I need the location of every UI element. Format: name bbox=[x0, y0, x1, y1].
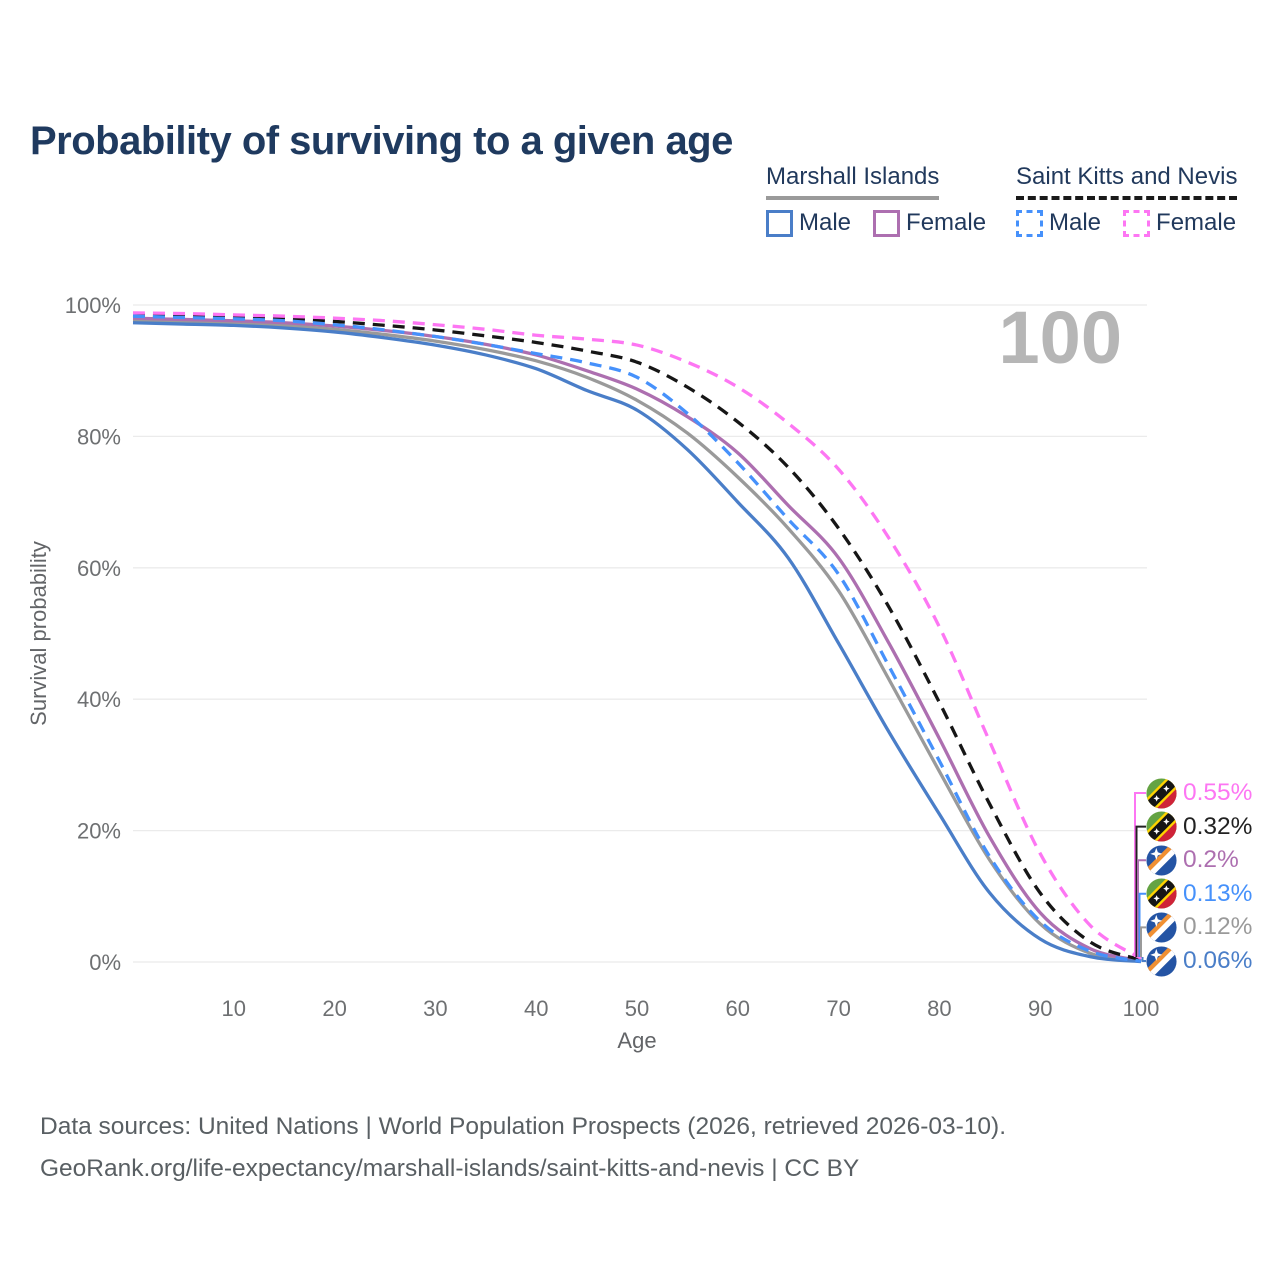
end-value: 0.12% bbox=[1183, 913, 1253, 941]
legend-group-marshall-islands: Marshall Islands Male Female bbox=[766, 163, 986, 237]
legend-label: Female bbox=[1156, 209, 1237, 236]
marshall-islands-flag-icon bbox=[1146, 912, 1177, 943]
x-tick-label: 60 bbox=[726, 996, 750, 1021]
x-tick-label: 100 bbox=[1123, 996, 1160, 1021]
end-value: 0.13% bbox=[1183, 879, 1253, 907]
data-sources-footer: Data sources: United Nations | World Pop… bbox=[40, 1106, 1006, 1190]
legend-group-saint-kitts-and-nevis: Saint Kitts and Nevis Male Female bbox=[1016, 163, 1238, 237]
legend-country-saint-kitts-and-nevis[interactable]: Saint Kitts and Nevis bbox=[1016, 163, 1238, 200]
marshall-islands-flag-icon bbox=[1146, 946, 1177, 977]
x-axis-title: Age bbox=[617, 1028, 656, 1053]
x-tick-label: 70 bbox=[826, 996, 850, 1021]
legend-label: Male bbox=[1049, 209, 1102, 236]
marshall-male-line-swatch bbox=[766, 209, 793, 237]
end-value: 0.55% bbox=[1183, 779, 1253, 806]
end-label-marshall-female: 0.2% bbox=[1146, 843, 1239, 877]
age-watermark: 100 bbox=[999, 296, 1122, 379]
attribution-line: GeoRank.org/life-expectancy/marshall-isl… bbox=[40, 1155, 860, 1182]
x-tick-label: 80 bbox=[927, 996, 951, 1021]
end-value: 0.06% bbox=[1183, 947, 1253, 974]
end-value: 0.32% bbox=[1183, 812, 1253, 840]
x-tick-label: 40 bbox=[524, 996, 548, 1021]
y-tick-label: 0% bbox=[89, 950, 121, 975]
end-label-skn-male: 0.13% bbox=[1146, 877, 1252, 911]
legend-item-marshall-female[interactable]: Female bbox=[873, 209, 986, 237]
x-tick-label: 50 bbox=[625, 996, 649, 1021]
end-label-connector bbox=[1137, 859, 1146, 957]
y-tick-label: 80% bbox=[77, 424, 121, 449]
legend-item-marshall-male[interactable]: Male bbox=[766, 209, 851, 237]
saint-kitts-and-nevis-flag-icon bbox=[1146, 778, 1177, 809]
end-label-skn-female: 0.55% bbox=[1146, 776, 1252, 810]
legend-item-skn-female[interactable]: Female bbox=[1123, 209, 1236, 237]
marshall-islands-flag-icon bbox=[1146, 845, 1177, 876]
curve-marshall-islands-male[interactable] bbox=[132, 321, 1142, 964]
x-tick-label: 20 bbox=[322, 996, 346, 1021]
y-tick-label: 20% bbox=[77, 819, 121, 844]
end-label-skn-average: 0.32% bbox=[1146, 810, 1252, 844]
legend-label: Male bbox=[799, 209, 852, 236]
y-tick-label: 100% bbox=[65, 293, 121, 318]
curve-marshall-islands-female[interactable] bbox=[132, 316, 1142, 963]
x-tick-label: 90 bbox=[1028, 996, 1052, 1021]
y-tick-label: 60% bbox=[77, 556, 121, 581]
curve-saint-kitts-and-nevis-average[interactable] bbox=[132, 313, 1142, 962]
end-label-connector bbox=[1135, 825, 1146, 957]
end-label-connector bbox=[1141, 957, 1146, 962]
curve-marshall-islands-average[interactable] bbox=[132, 318, 1142, 963]
marshall-female-line-swatch bbox=[873, 209, 901, 237]
y-axis-title: Survival probability bbox=[26, 541, 51, 726]
page-title: Probability of surviving to a given age bbox=[30, 118, 733, 163]
curve-saint-kitts-and-nevis-female[interactable] bbox=[132, 311, 1142, 960]
legend-label: Female bbox=[906, 209, 987, 236]
skn-male-line-swatch bbox=[1016, 209, 1043, 237]
legend-item-skn-male[interactable]: Male bbox=[1016, 209, 1101, 237]
end-value: 0.2% bbox=[1183, 846, 1239, 874]
saint-kitts-and-nevis-flag-icon bbox=[1146, 811, 1177, 842]
skn-female-line-swatch bbox=[1123, 209, 1151, 237]
end-label-marshall-average: 0.12% bbox=[1146, 910, 1252, 944]
end-label-marshall-male: 0.06% bbox=[1146, 944, 1252, 978]
curve-saint-kitts-and-nevis-male[interactable] bbox=[132, 314, 1142, 963]
end-label-connector bbox=[1140, 926, 1146, 957]
end-label-connector bbox=[1138, 892, 1146, 957]
x-tick-label: 30 bbox=[423, 996, 447, 1021]
data-sources-line: Data sources: United Nations | World Pop… bbox=[40, 1113, 1007, 1140]
y-tick-label: 40% bbox=[77, 687, 121, 712]
end-label-connector bbox=[1134, 792, 1146, 957]
saint-kitts-and-nevis-flag-icon bbox=[1146, 878, 1177, 909]
x-tick-label: 10 bbox=[222, 996, 246, 1021]
legend-country-marshall-islands[interactable]: Marshall Islands bbox=[766, 163, 940, 200]
